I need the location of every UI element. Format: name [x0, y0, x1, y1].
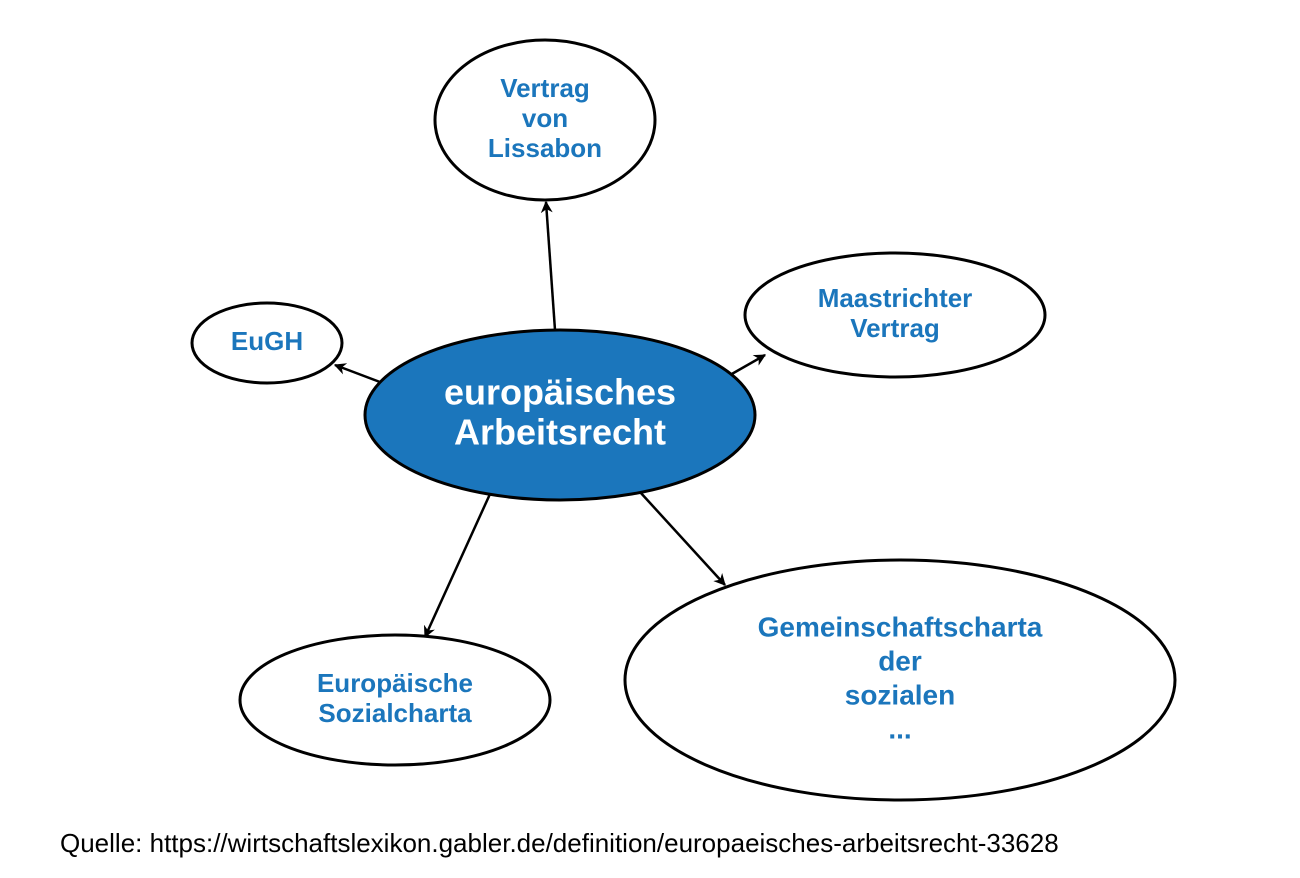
node-label-maastricht-line1: Vertrag [850, 313, 940, 343]
source-citation: Quelle: https://wirtschaftslexikon.gable… [60, 828, 1059, 859]
mindmap-diagram: europäischesArbeitsrechtVertragvonLissab… [0, 0, 1300, 878]
node-label-lissabon-line0: Vertrag [500, 73, 590, 103]
node-label-sozialcharta-line1: Sozialcharta [318, 698, 472, 728]
node-label-lissabon-line2: Lissabon [488, 133, 602, 163]
diagram-container: europäischesArbeitsrechtVertragvonLissab… [0, 0, 1300, 878]
node-maastricht: MaastrichterVertrag [745, 253, 1045, 377]
node-label-gemeinschaftscharta-line2: sozialen [845, 679, 955, 710]
node-label-gemeinschaftscharta-line0: Gemeinschaftscharta [758, 611, 1043, 642]
edge-center-eugh [335, 365, 380, 382]
node-lissabon: VertragvonLissabon [435, 40, 655, 200]
node-center: europäischesArbeitsrecht [365, 330, 755, 500]
node-label-eugh-line0: EuGH [231, 326, 303, 356]
node-label-gemeinschaftscharta-line3: ... [888, 713, 911, 744]
node-label-sozialcharta-line0: Europäische [317, 668, 473, 698]
edge-center-sozialcharta [425, 494, 490, 637]
node-eugh: EuGH [192, 303, 342, 383]
node-sozialcharta: EuropäischeSozialcharta [240, 635, 550, 765]
node-label-center-line0: europäisches [444, 372, 676, 413]
edge-center-gemeinschaftscharta [640, 492, 725, 585]
node-label-maastricht-line0: Maastrichter [818, 283, 973, 313]
node-label-lissabon-line1: von [522, 103, 568, 133]
node-label-gemeinschaftscharta-line1: der [878, 645, 922, 676]
edge-center-maastricht [730, 355, 765, 375]
node-gemeinschaftscharta: Gemeinschaftschartadersozialen... [625, 560, 1175, 800]
edge-center-lissabon [546, 202, 555, 330]
node-label-center-line1: Arbeitsrecht [454, 412, 666, 453]
